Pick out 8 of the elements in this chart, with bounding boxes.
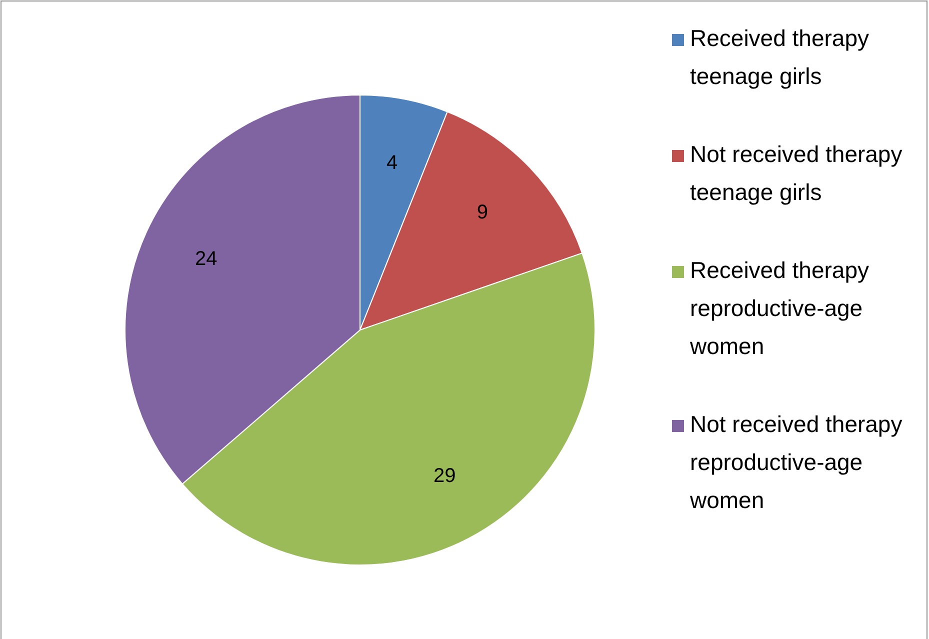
legend-label: Not received therapy teenage girls <box>690 141 903 205</box>
legend-label: Received therapy reproductive-age women <box>689 257 870 359</box>
data-label: 24 <box>194 248 218 270</box>
legend-label: Not received therapy reproductive-age women <box>689 411 903 513</box>
data-label: 29 <box>433 464 456 487</box>
data-label: 9 <box>476 202 488 224</box>
data-label: 4 <box>386 152 398 174</box>
legend-label: Received therapy teenage girls <box>690 25 870 89</box>
